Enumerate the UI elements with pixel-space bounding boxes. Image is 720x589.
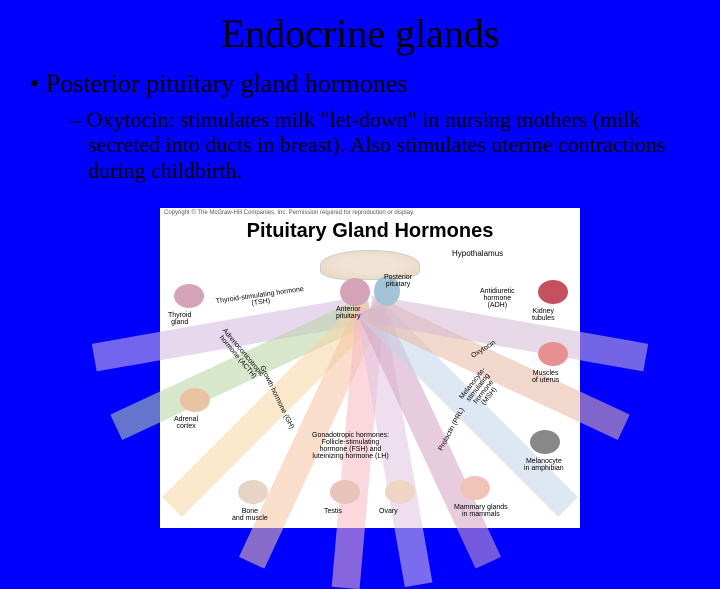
organ-label: Testis (324, 508, 342, 515)
organ-label: Adrenal cortex (174, 416, 198, 431)
organ-shape (174, 284, 204, 308)
copyright-text: Copyright © The McGraw-Hill Companies, I… (164, 210, 414, 216)
organ-shape (385, 480, 415, 504)
hypothalamus-label: Hypothalamus (452, 250, 503, 258)
organ-label: Mammary glands in mammals (454, 504, 508, 519)
organ-shape (238, 480, 268, 504)
organ-shape (538, 280, 568, 304)
anterior-pituitary-shape (340, 278, 370, 306)
organ-label: Bone and muscle (232, 508, 268, 523)
organ-shape (538, 342, 568, 366)
slide: Endocrine glands Posterior pituitary gla… (0, 0, 720, 540)
anterior-label: Anterior pituitary (336, 306, 361, 321)
organ-label: Melanocyte in amphibian (524, 458, 564, 473)
hormone-label: Antidiuretic hormone (ADH) (480, 288, 515, 309)
diagram-title: Pituitary Gland Hormones (160, 220, 580, 243)
pituitary-diagram: Copyright © The McGraw-Hill Companies, I… (160, 208, 580, 528)
organ-shape (330, 480, 360, 504)
organ-label: Muscles of uterus (532, 370, 559, 385)
posterior-label: Posterior pituitary (384, 274, 412, 289)
bullet-level-1: Posterior pituitary gland hormones (30, 69, 700, 99)
bullet-level-2: Oxytocin: stimulates milk "let-down" in … (70, 107, 680, 183)
organ-shape (460, 476, 490, 500)
organ-label: Thyroid gland (168, 312, 191, 327)
organ-label: Kidney tubules (532, 308, 555, 323)
organ-shape (530, 430, 560, 454)
organ-shape (180, 388, 210, 412)
slide-title: Endocrine glands (20, 10, 700, 57)
organ-label: Ovary (379, 508, 398, 515)
hormone-label: Gonadotropic hormones: Follicle-stimulat… (312, 432, 389, 460)
